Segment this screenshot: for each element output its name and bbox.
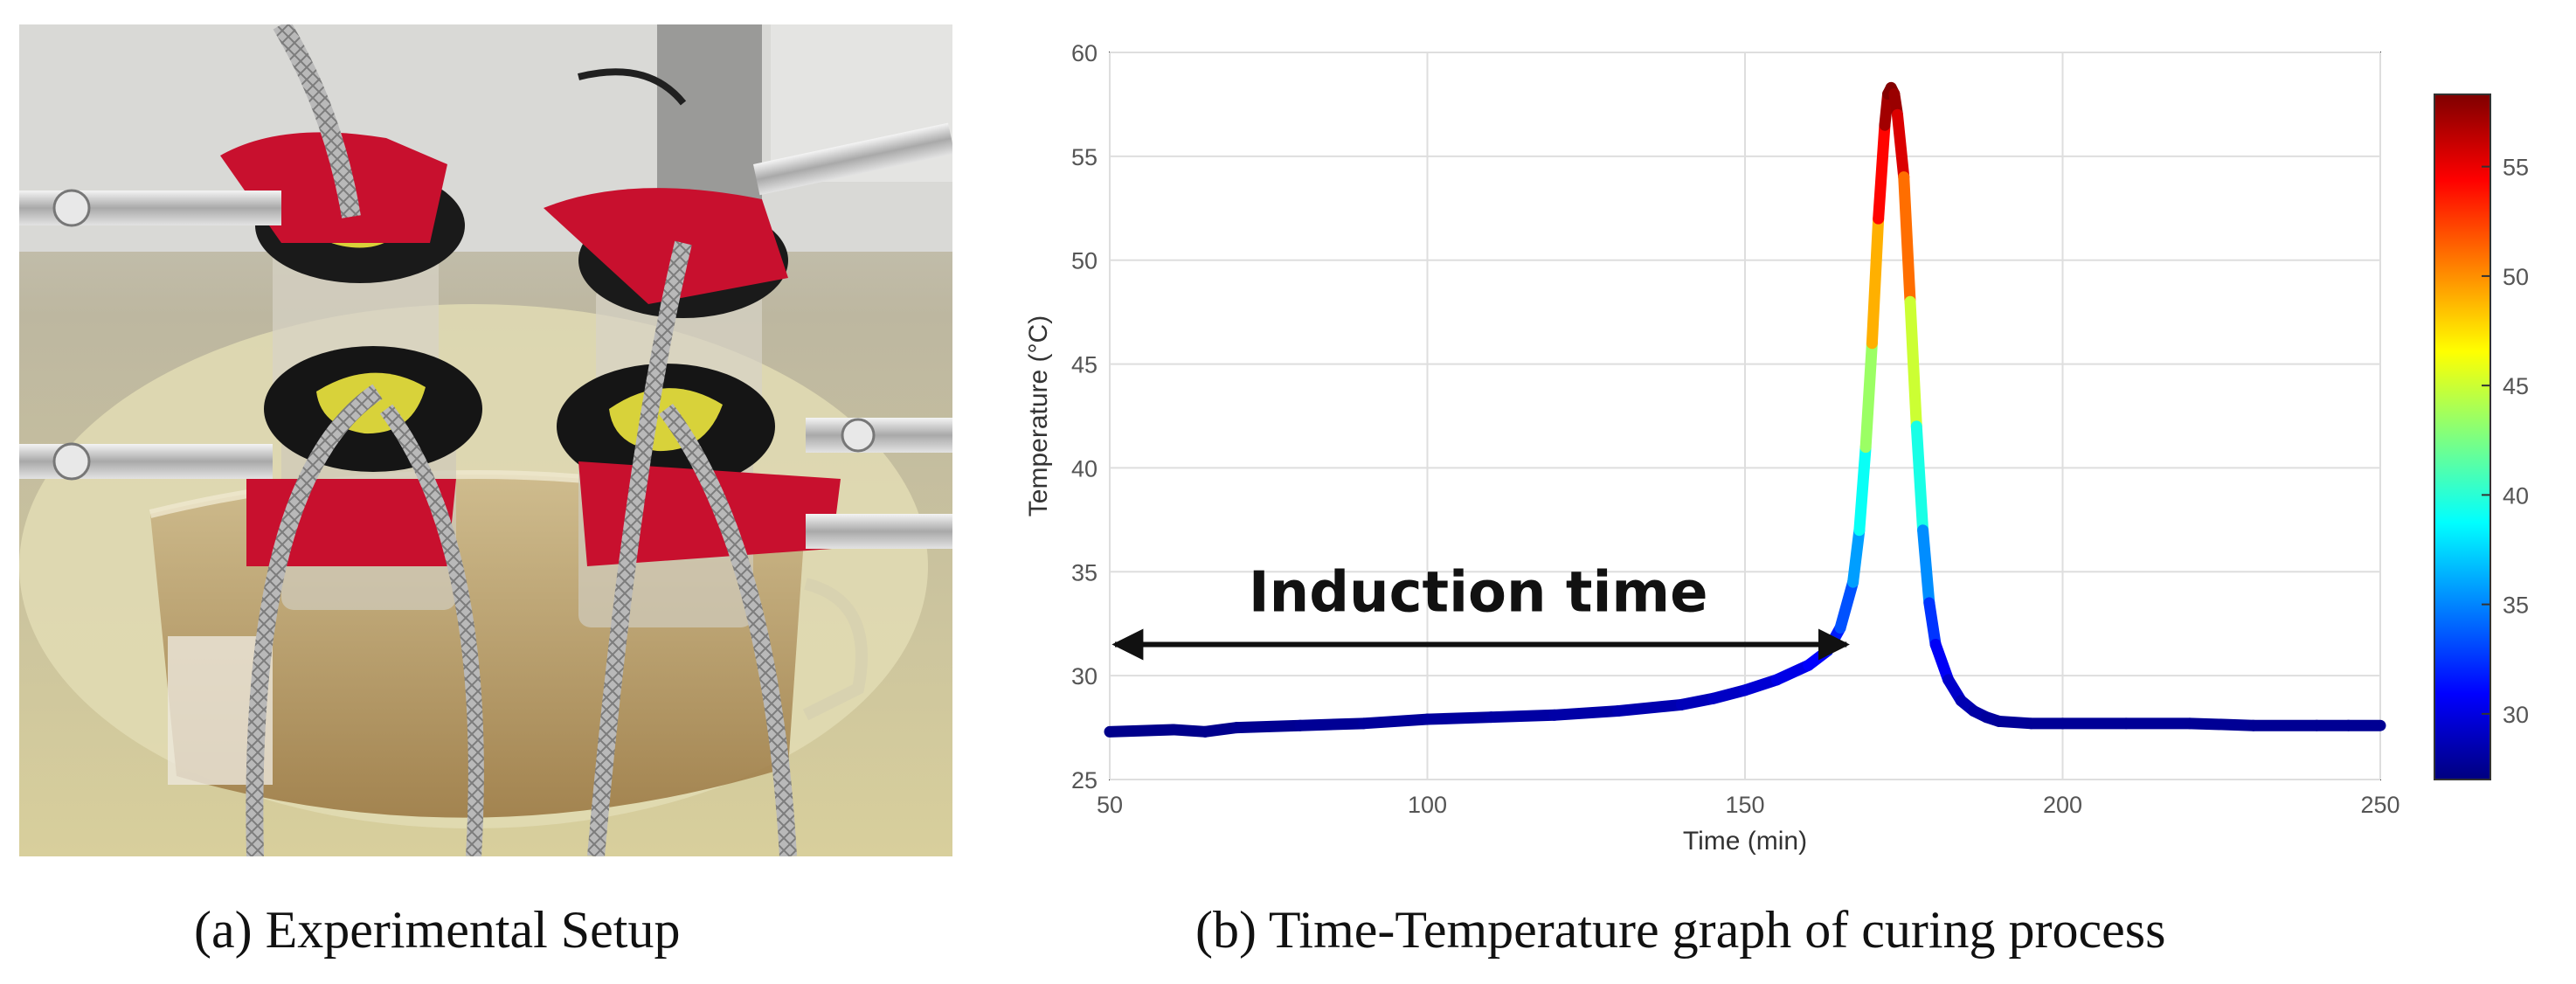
thermocouple-cable <box>246 384 383 856</box>
clamp-arm <box>806 514 952 549</box>
y-tick-label: 55 <box>1071 144 1098 170</box>
tick-labels: 50 100 150 200 250 25 30 35 40 45 50 55 60 <box>1071 40 2400 818</box>
clamp-arm <box>753 122 952 196</box>
clamp-arm <box>806 418 952 453</box>
series-segment <box>1873 119 1891 225</box>
series-segment <box>1294 717 1370 731</box>
series-segment <box>1230 719 1306 734</box>
grid <box>1109 52 2381 780</box>
series-segment <box>1923 597 1942 650</box>
x-tick-label: 150 <box>1725 792 1764 818</box>
caption-experimental-setup: (a) Experimental Setup <box>194 901 681 959</box>
colorbar-tick-label: 55 <box>2503 155 2529 181</box>
colorbar-tick-label: 50 <box>2503 264 2529 290</box>
colorbar-tick-label: 40 <box>2503 482 2529 509</box>
x-tick-label: 250 <box>2360 792 2399 818</box>
series-segment <box>2184 717 2260 731</box>
series-segment <box>1904 295 1922 433</box>
thermocouple-cable <box>273 24 361 218</box>
y-tick-label: 30 <box>1071 663 1098 689</box>
caption-time-temperature-graph: (b) Time-Temperature graph of curing pro… <box>1195 901 2166 959</box>
thermocouple-cable <box>379 404 484 856</box>
series-segment <box>1612 698 1687 717</box>
x-tick-label: 100 <box>1408 792 1447 818</box>
time-temperature-chart: 50 100 150 200 250 25 30 35 40 45 50 55 60 Induction… <box>961 35 2576 918</box>
series-segment <box>1891 108 1910 184</box>
y-tick-label: 50 <box>1071 248 1098 274</box>
series-segment <box>1770 659 1815 686</box>
series-segment <box>1853 441 1872 537</box>
series-segment <box>1917 524 1935 609</box>
series-segment <box>1422 711 1497 725</box>
induction-time-annotation: Induction time <box>1111 560 1850 661</box>
series-segment <box>1898 171 1916 308</box>
series-segment <box>1866 212 1885 350</box>
y-axis-label: Temperature (°C) <box>1024 315 1053 516</box>
y-tick-label: 25 <box>1071 767 1098 793</box>
series-segment <box>1358 713 1433 730</box>
experimental-setup-photo <box>19 24 952 856</box>
series-segment <box>1929 638 1955 686</box>
y-tick-label: 35 <box>1071 559 1098 586</box>
y-tick-label: 45 <box>1071 352 1098 378</box>
colorbar-tick-label: 45 <box>2503 373 2529 399</box>
series-segment <box>1104 724 1180 738</box>
series-segment <box>1834 576 1859 634</box>
colorbar-tick-label: 35 <box>2503 592 2529 619</box>
colorbar-tick-label: 30 <box>2503 702 2529 728</box>
y-tick-label: 60 <box>1071 40 1098 66</box>
colorbar-ticks: 30 35 40 45 50 55 <box>2482 155 2529 728</box>
x-axis-label: Time (min) <box>1683 827 1807 856</box>
x-tick-label: 50 <box>1097 792 1123 818</box>
series-segment <box>1859 337 1878 454</box>
series-segment <box>1847 524 1866 588</box>
series-segment <box>1548 705 1624 721</box>
series-segment <box>1485 709 1561 724</box>
thermocouple-cable <box>658 404 797 856</box>
temperature-series <box>1104 81 2386 738</box>
red-clamp <box>544 188 788 304</box>
x-tick-label: 200 <box>2043 792 2082 818</box>
induction-time-label: Induction time <box>1249 560 1708 625</box>
thermocouple-cable <box>587 240 692 856</box>
y-tick-label: 40 <box>1071 455 1098 482</box>
series-segment <box>1910 420 1929 537</box>
colorbar <box>2434 94 2491 780</box>
